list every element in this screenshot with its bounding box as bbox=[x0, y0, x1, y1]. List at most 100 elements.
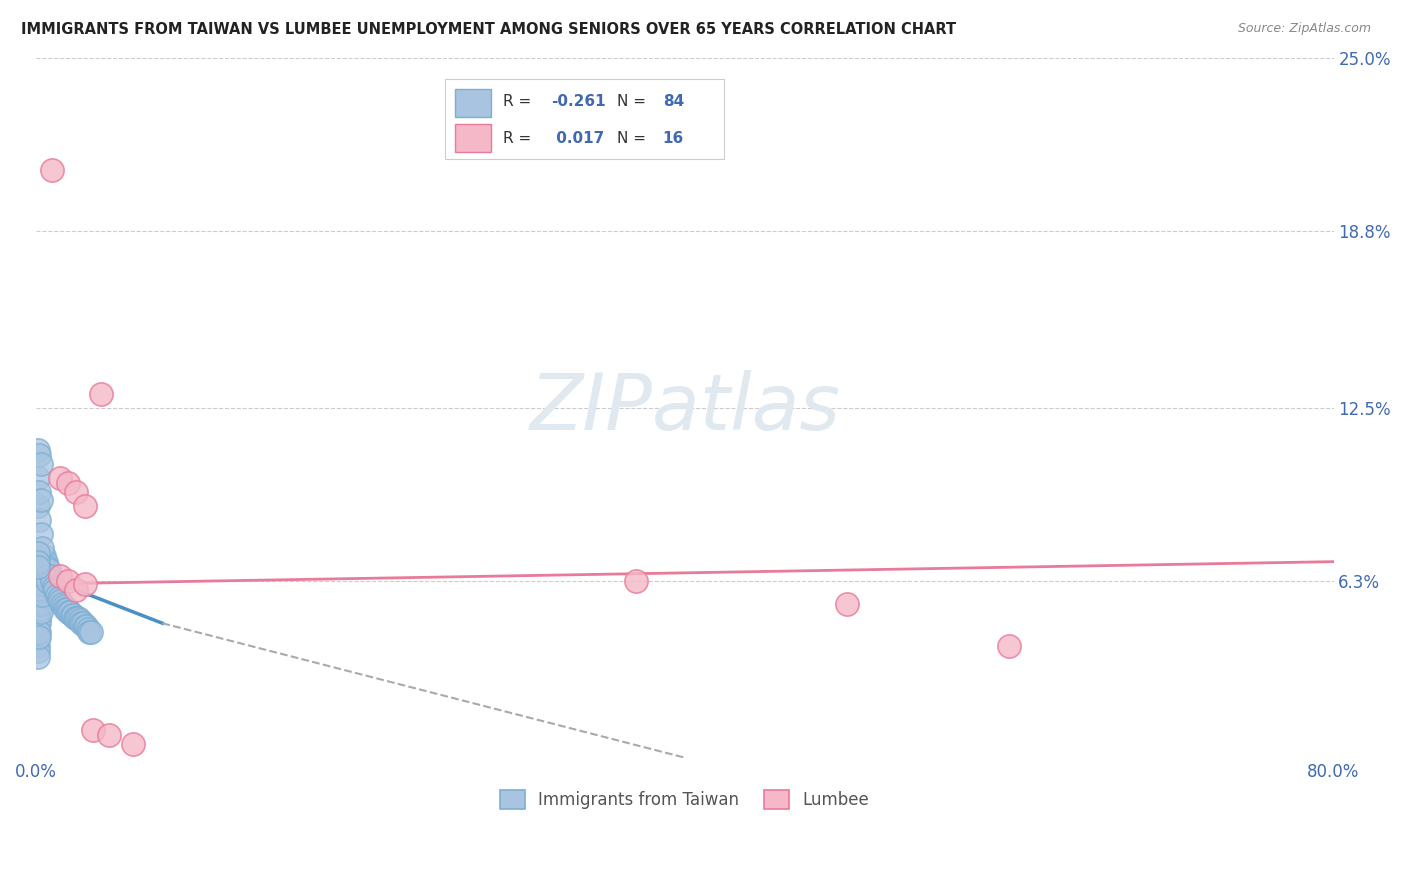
Point bbox=[49, 568, 72, 582]
Point bbox=[80, 624, 103, 639]
Point bbox=[46, 588, 69, 602]
Point bbox=[55, 602, 77, 616]
Point bbox=[73, 499, 96, 513]
Point bbox=[72, 616, 94, 631]
Point bbox=[63, 610, 86, 624]
Point bbox=[28, 484, 51, 499]
Text: 0.017: 0.017 bbox=[551, 130, 605, 145]
Point bbox=[38, 563, 60, 577]
Point bbox=[48, 591, 70, 605]
Point bbox=[79, 624, 101, 639]
Point bbox=[41, 574, 63, 589]
Point bbox=[27, 605, 49, 619]
Point bbox=[41, 162, 63, 177]
Point bbox=[65, 484, 87, 499]
Text: N =: N = bbox=[617, 130, 651, 145]
Point bbox=[27, 580, 49, 594]
Text: 84: 84 bbox=[662, 95, 683, 110]
Point bbox=[27, 616, 49, 631]
Point bbox=[90, 386, 112, 401]
Text: R =: R = bbox=[503, 95, 536, 110]
Point bbox=[28, 630, 51, 644]
Point bbox=[76, 622, 98, 636]
Point bbox=[65, 582, 87, 597]
Text: -0.261: -0.261 bbox=[551, 95, 606, 110]
Point bbox=[30, 588, 52, 602]
Point bbox=[31, 541, 53, 555]
Point bbox=[28, 597, 51, 611]
Point bbox=[624, 574, 647, 589]
Point bbox=[27, 560, 49, 574]
Point bbox=[32, 560, 55, 574]
Point bbox=[44, 582, 66, 597]
Point bbox=[69, 614, 91, 628]
Point bbox=[27, 470, 49, 484]
Point bbox=[30, 597, 52, 611]
Point bbox=[58, 476, 80, 491]
Point bbox=[65, 610, 87, 624]
FancyBboxPatch shape bbox=[456, 124, 491, 153]
Point bbox=[30, 457, 52, 471]
Point bbox=[37, 574, 59, 589]
Point bbox=[27, 597, 49, 611]
Point bbox=[27, 644, 49, 658]
Point bbox=[34, 568, 56, 582]
Point bbox=[28, 574, 51, 589]
Point bbox=[28, 513, 51, 527]
Point bbox=[31, 588, 53, 602]
Point bbox=[53, 602, 76, 616]
Point bbox=[28, 605, 51, 619]
Point bbox=[42, 580, 65, 594]
Point bbox=[51, 597, 73, 611]
Point bbox=[30, 582, 52, 597]
Point bbox=[27, 574, 49, 589]
Point bbox=[27, 499, 49, 513]
Point bbox=[30, 493, 52, 508]
Point bbox=[49, 594, 72, 608]
Point bbox=[30, 577, 52, 591]
Point bbox=[122, 737, 145, 751]
Text: IMMIGRANTS FROM TAIWAN VS LUMBEE UNEMPLOYMENT AMONG SENIORS OVER 65 YEARS CORREL: IMMIGRANTS FROM TAIWAN VS LUMBEE UNEMPLO… bbox=[21, 22, 956, 37]
Point bbox=[31, 555, 53, 569]
Text: Source: ZipAtlas.com: Source: ZipAtlas.com bbox=[1237, 22, 1371, 36]
Point bbox=[27, 577, 49, 591]
Point bbox=[27, 630, 49, 644]
FancyBboxPatch shape bbox=[444, 78, 724, 159]
Point bbox=[39, 568, 62, 582]
Point bbox=[58, 605, 80, 619]
Point bbox=[32, 549, 55, 563]
Point bbox=[28, 582, 51, 597]
Point bbox=[27, 610, 49, 624]
Point bbox=[28, 568, 51, 582]
Point bbox=[58, 574, 80, 589]
Text: 16: 16 bbox=[662, 130, 683, 145]
Point bbox=[97, 728, 120, 742]
Point bbox=[28, 624, 51, 639]
Point bbox=[73, 577, 96, 591]
Point bbox=[30, 605, 52, 619]
Point bbox=[28, 588, 51, 602]
Point bbox=[31, 577, 53, 591]
Point bbox=[27, 588, 49, 602]
FancyBboxPatch shape bbox=[456, 89, 491, 117]
Point bbox=[27, 599, 49, 614]
Point bbox=[28, 448, 51, 462]
Point bbox=[59, 605, 82, 619]
Point bbox=[27, 442, 49, 457]
Point bbox=[27, 585, 49, 599]
Point bbox=[60, 607, 83, 622]
Point bbox=[32, 568, 55, 582]
Point bbox=[75, 619, 97, 633]
Point bbox=[30, 568, 52, 582]
Text: ZIPatlas: ZIPatlas bbox=[529, 369, 841, 446]
Point bbox=[67, 610, 90, 624]
Point bbox=[27, 591, 49, 605]
Point bbox=[27, 649, 49, 664]
Point bbox=[27, 624, 49, 639]
Point bbox=[27, 594, 49, 608]
Point bbox=[28, 616, 51, 631]
Point bbox=[28, 610, 51, 624]
Text: N =: N = bbox=[617, 95, 651, 110]
Point bbox=[82, 723, 104, 737]
Point bbox=[37, 560, 59, 574]
